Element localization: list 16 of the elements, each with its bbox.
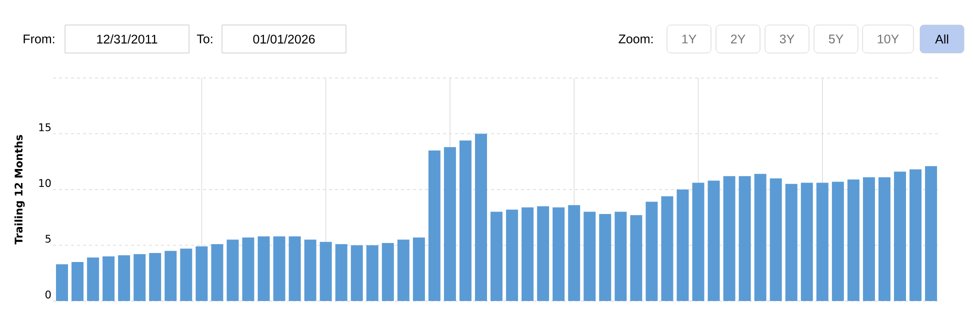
text: 3Y: [780, 34, 794, 44]
y-tick-label: 0: [45, 290, 51, 298]
y-tick-label: 5: [46, 234, 51, 243]
text: From:: [24, 34, 54, 44]
y-tick-label: 15: [39, 123, 51, 132]
text: Zoom:: [618, 34, 653, 44]
text: 2Y: [730, 34, 746, 44]
y-tick-label: 10: [39, 179, 51, 187]
text: 12/31/2011: [97, 34, 158, 44]
text: 01/01/2026: [253, 34, 315, 44]
text: To:: [196, 34, 212, 44]
text: 5Y: [828, 34, 844, 44]
text: All: [935, 34, 948, 44]
y-axis-title: Trailing 12 Months: [14, 135, 25, 244]
text: 10Y: [878, 34, 899, 44]
text: 1Y: [682, 34, 696, 44]
